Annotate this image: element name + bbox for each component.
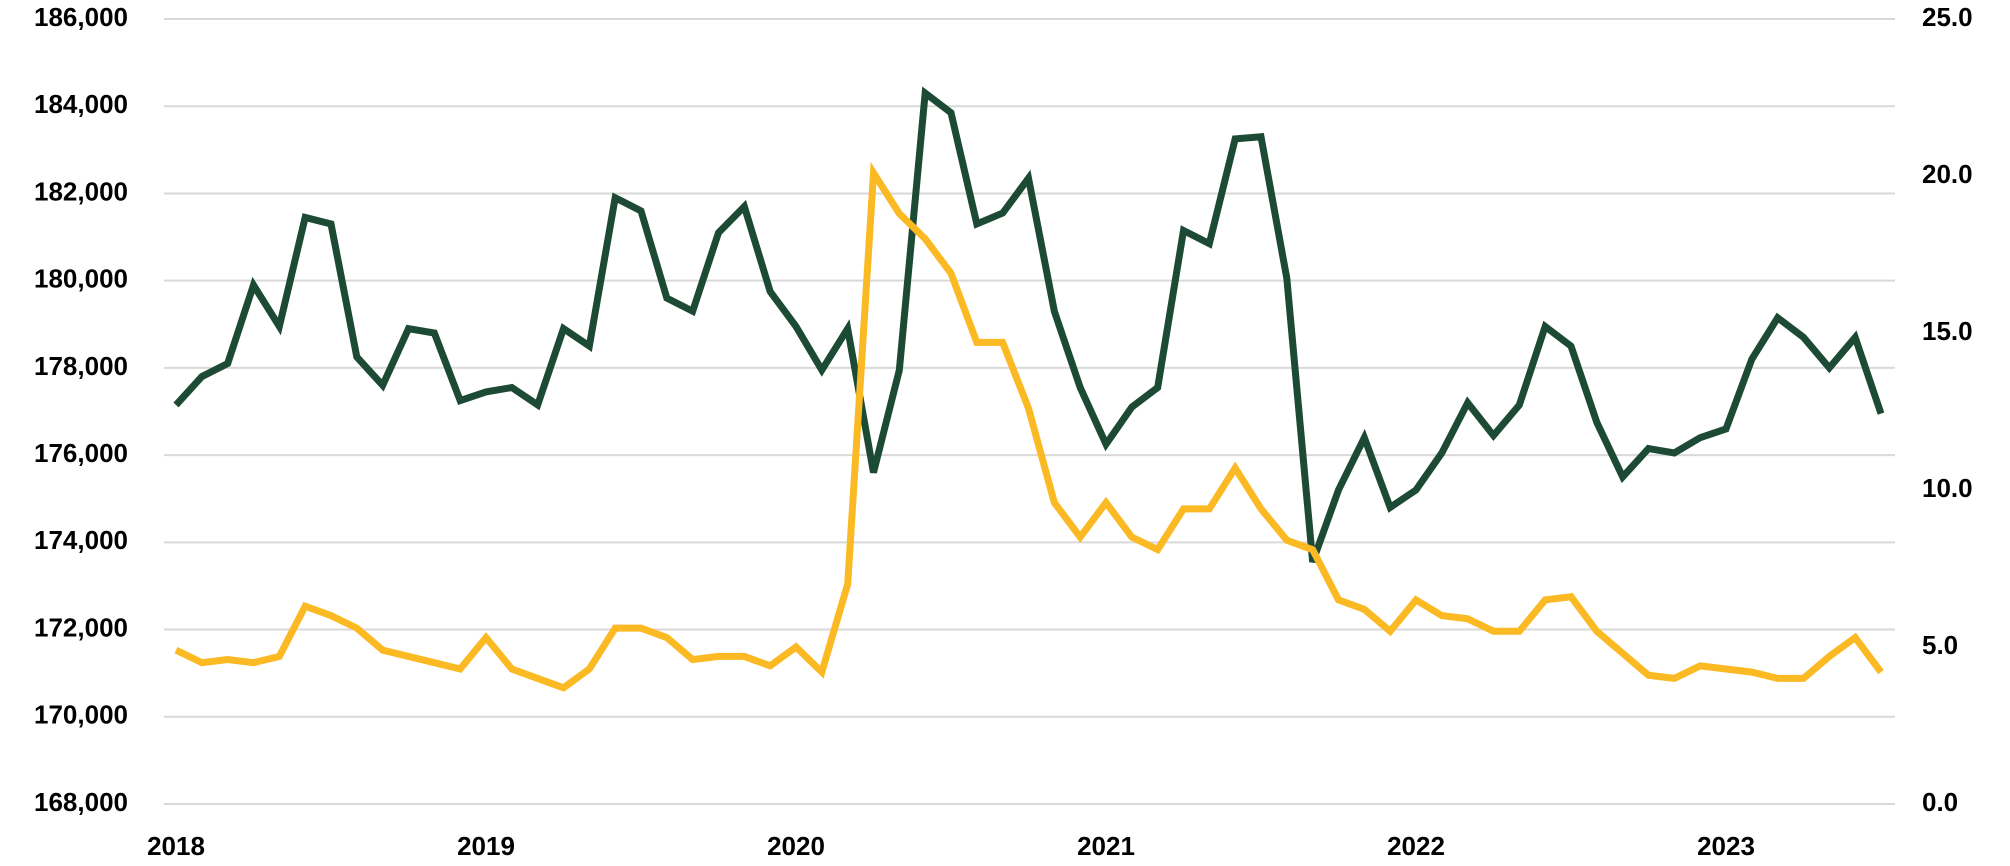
x-tick-label: 2018 <box>147 831 205 861</box>
y2-tick-label: 15.0 <box>1922 316 1973 346</box>
line-series <box>174 161 1884 692</box>
y2-tick-label: 20.0 <box>1922 159 1973 189</box>
y2-tick-label: 0.0 <box>1922 787 1958 817</box>
y-tick-label: 172,000 <box>34 612 128 642</box>
y-tick-label: 182,000 <box>34 176 128 206</box>
y-tick-label: 180,000 <box>34 264 128 294</box>
x-tick-label: 2019 <box>457 831 515 861</box>
y-tick-label: 176,000 <box>34 438 128 468</box>
x-tick-label: 2021 <box>1077 831 1135 861</box>
y2-tick-label: 10.0 <box>1922 473 1973 503</box>
y2-tick-label: 25.0 <box>1922 2 1973 32</box>
y-tick-label: 168,000 <box>34 787 128 817</box>
y-tick-label: 184,000 <box>34 89 128 119</box>
y2-tick-label: 5.0 <box>1922 630 1958 660</box>
x-tick-label: 2023 <box>1697 831 1755 861</box>
x-tick-label: 2020 <box>767 831 825 861</box>
y-tick-label: 174,000 <box>34 525 128 555</box>
x-tick-label: 2022 <box>1387 831 1445 861</box>
y-tick-label: 186,000 <box>34 2 128 32</box>
line-series <box>173 86 1885 564</box>
y-tick-label: 178,000 <box>34 351 128 381</box>
y-tick-label: 170,000 <box>34 700 128 730</box>
